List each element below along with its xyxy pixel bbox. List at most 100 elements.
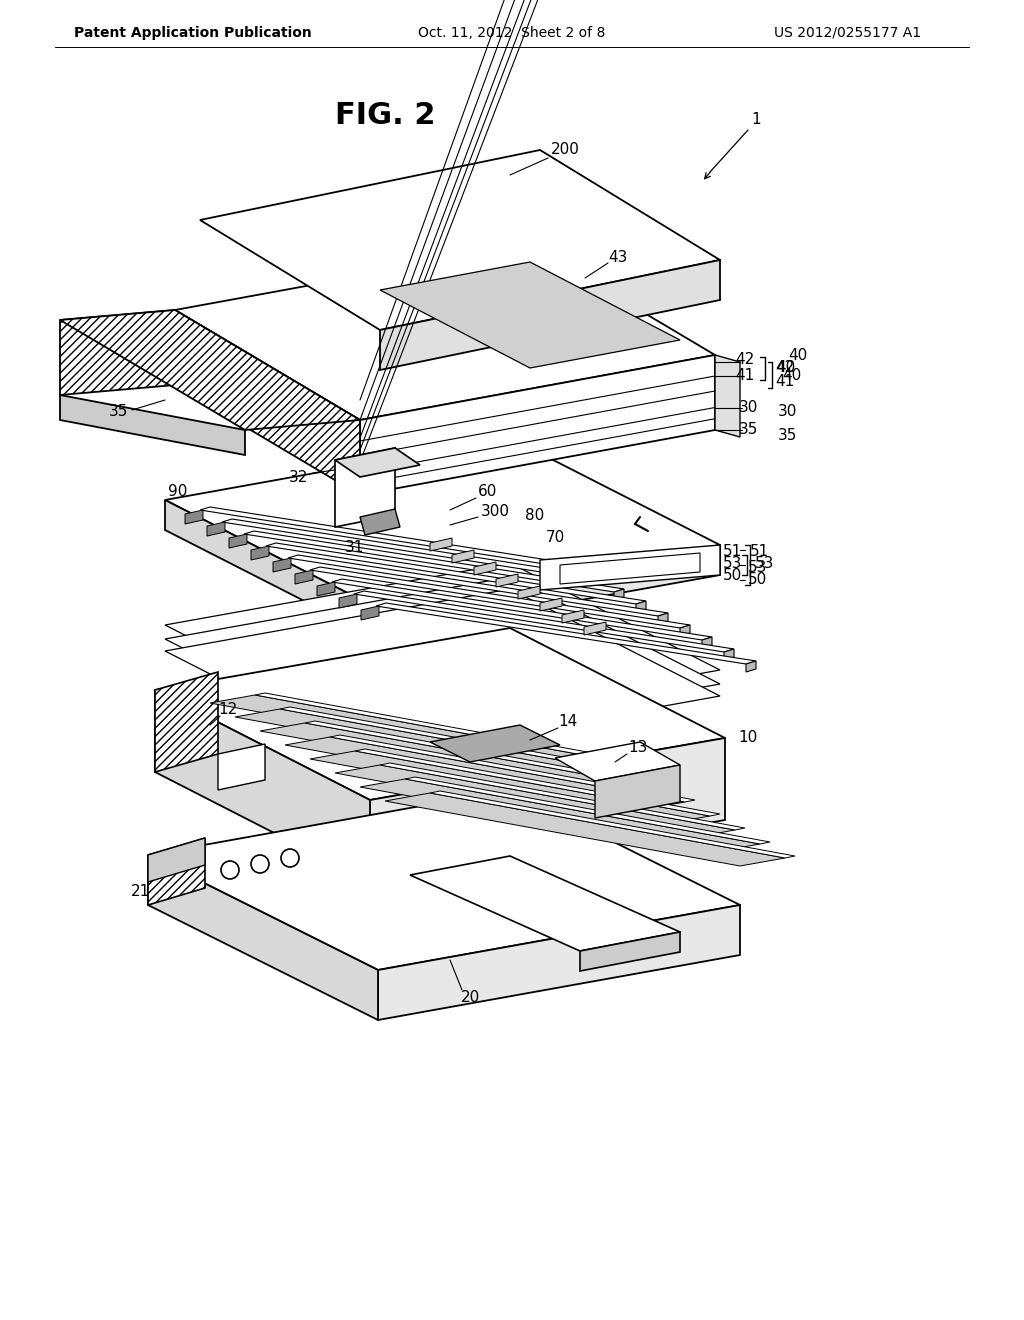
Polygon shape xyxy=(310,568,690,628)
Polygon shape xyxy=(361,606,379,620)
Polygon shape xyxy=(580,932,680,972)
Text: 10: 10 xyxy=(738,730,758,746)
Polygon shape xyxy=(155,690,370,882)
Polygon shape xyxy=(317,582,335,597)
Polygon shape xyxy=(370,738,725,882)
Polygon shape xyxy=(200,507,580,568)
Polygon shape xyxy=(60,310,360,430)
Polygon shape xyxy=(60,395,245,455)
Polygon shape xyxy=(305,721,670,788)
Polygon shape xyxy=(148,838,205,906)
Text: FIG. 2: FIG. 2 xyxy=(335,100,435,129)
Polygon shape xyxy=(260,723,660,796)
Polygon shape xyxy=(375,545,720,638)
Text: 80: 80 xyxy=(525,507,545,523)
Text: 50: 50 xyxy=(723,569,742,583)
Text: 40: 40 xyxy=(782,367,801,383)
Polygon shape xyxy=(354,591,734,652)
Text: 53: 53 xyxy=(748,560,767,574)
Polygon shape xyxy=(273,558,291,572)
Polygon shape xyxy=(218,744,265,789)
Polygon shape xyxy=(636,601,646,612)
Polygon shape xyxy=(266,543,646,605)
Polygon shape xyxy=(155,672,218,772)
Polygon shape xyxy=(410,855,680,950)
Polygon shape xyxy=(595,766,680,818)
Polygon shape xyxy=(330,735,695,803)
Polygon shape xyxy=(244,531,624,591)
Polygon shape xyxy=(474,562,496,576)
Polygon shape xyxy=(185,510,203,524)
Polygon shape xyxy=(406,777,770,843)
Polygon shape xyxy=(724,649,734,660)
Polygon shape xyxy=(702,638,712,648)
Polygon shape xyxy=(555,742,680,781)
Polygon shape xyxy=(380,260,720,370)
Polygon shape xyxy=(614,589,624,601)
Text: Oct. 11, 2012  Sheet 2 of 8: Oct. 11, 2012 Sheet 2 of 8 xyxy=(419,26,605,40)
Text: US 2012/0255177 A1: US 2012/0255177 A1 xyxy=(774,26,922,40)
Text: 40: 40 xyxy=(788,347,807,363)
Polygon shape xyxy=(452,550,474,564)
Polygon shape xyxy=(255,693,620,760)
Polygon shape xyxy=(234,709,635,781)
Text: 51: 51 xyxy=(750,544,769,560)
Polygon shape xyxy=(148,838,205,882)
Polygon shape xyxy=(380,261,680,368)
Polygon shape xyxy=(378,906,740,1020)
Text: 30: 30 xyxy=(778,404,798,420)
Text: 43: 43 xyxy=(608,249,628,264)
Polygon shape xyxy=(280,708,645,774)
Text: 300: 300 xyxy=(480,504,510,520)
Polygon shape xyxy=(360,510,400,535)
Polygon shape xyxy=(360,355,715,495)
Polygon shape xyxy=(355,748,720,816)
Text: 51: 51 xyxy=(723,544,742,560)
Text: 14: 14 xyxy=(558,714,578,730)
Polygon shape xyxy=(715,355,740,437)
Polygon shape xyxy=(165,589,720,758)
Polygon shape xyxy=(430,791,795,858)
Polygon shape xyxy=(148,855,378,1020)
Polygon shape xyxy=(251,546,269,560)
Text: 42: 42 xyxy=(736,352,755,367)
Polygon shape xyxy=(430,539,452,550)
Text: 20: 20 xyxy=(461,990,479,1006)
Polygon shape xyxy=(592,577,602,587)
Polygon shape xyxy=(680,624,690,636)
Polygon shape xyxy=(335,766,735,838)
Polygon shape xyxy=(339,594,357,609)
Text: 12: 12 xyxy=(218,702,238,718)
Text: 30: 30 xyxy=(738,400,758,414)
Text: 35: 35 xyxy=(109,404,128,420)
Text: 35: 35 xyxy=(738,422,758,437)
Polygon shape xyxy=(155,628,725,800)
Polygon shape xyxy=(540,598,562,611)
Polygon shape xyxy=(380,763,745,830)
Polygon shape xyxy=(229,535,247,548)
Polygon shape xyxy=(310,751,710,824)
Polygon shape xyxy=(518,586,540,599)
Polygon shape xyxy=(360,779,760,851)
Polygon shape xyxy=(332,579,712,640)
Polygon shape xyxy=(295,570,313,583)
Polygon shape xyxy=(210,696,610,768)
Polygon shape xyxy=(222,519,602,579)
Polygon shape xyxy=(60,310,175,395)
Polygon shape xyxy=(148,789,740,970)
Polygon shape xyxy=(165,438,720,607)
Polygon shape xyxy=(288,554,668,616)
Polygon shape xyxy=(496,574,518,587)
Text: 31: 31 xyxy=(345,540,365,556)
Polygon shape xyxy=(746,661,756,672)
Polygon shape xyxy=(385,793,785,866)
Polygon shape xyxy=(285,737,685,810)
Text: 53: 53 xyxy=(723,557,742,572)
Text: 70: 70 xyxy=(546,531,564,545)
Text: 21: 21 xyxy=(130,884,150,899)
Polygon shape xyxy=(335,447,395,527)
Text: 53: 53 xyxy=(755,557,774,572)
Polygon shape xyxy=(560,553,700,583)
Text: 90: 90 xyxy=(168,484,187,499)
Polygon shape xyxy=(376,603,756,664)
